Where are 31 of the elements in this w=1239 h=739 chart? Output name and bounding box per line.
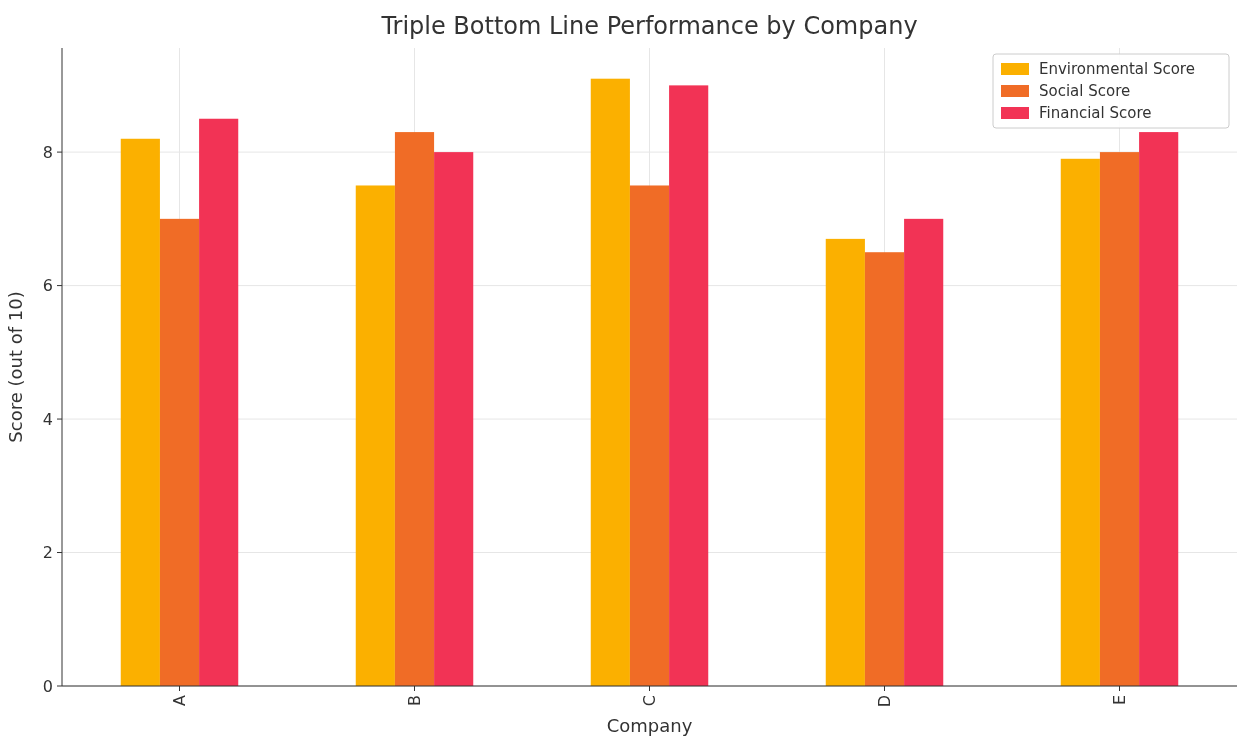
bar [864,252,905,686]
y-tick-label: 0 [42,676,53,696]
bar [199,118,239,686]
bar [590,78,630,686]
bar [394,132,435,686]
x-axis-title: Company [606,715,693,736]
bar [825,238,865,686]
y-tick-label: 8 [42,142,53,162]
y-tick-label: 2 [42,543,53,563]
x-tick-label: D [875,695,895,708]
legend-label: Financial Score [1039,104,1152,123]
bar [120,138,160,686]
x-tick-label: A [170,694,190,706]
legend-label: Environmental Score [1039,60,1195,79]
bar [1099,152,1140,686]
bar [355,185,395,686]
chart-title: Triple Bottom Line Performance by Company [380,12,918,40]
bar [629,185,670,686]
legend-label: Social Score [1039,82,1131,101]
bar [159,218,200,686]
bar [904,218,944,686]
y-tick-label: 4 [42,409,53,429]
x-tick-label: E [1110,695,1130,706]
bar [1139,132,1179,686]
x-tick-label: B [405,695,425,706]
bar [434,152,474,686]
x-tick-label: C [640,695,660,707]
bar [669,85,709,686]
bar [1060,158,1100,686]
y-tick-label: 6 [42,276,53,296]
y-axis-title: Score (out of 10) [5,291,26,443]
